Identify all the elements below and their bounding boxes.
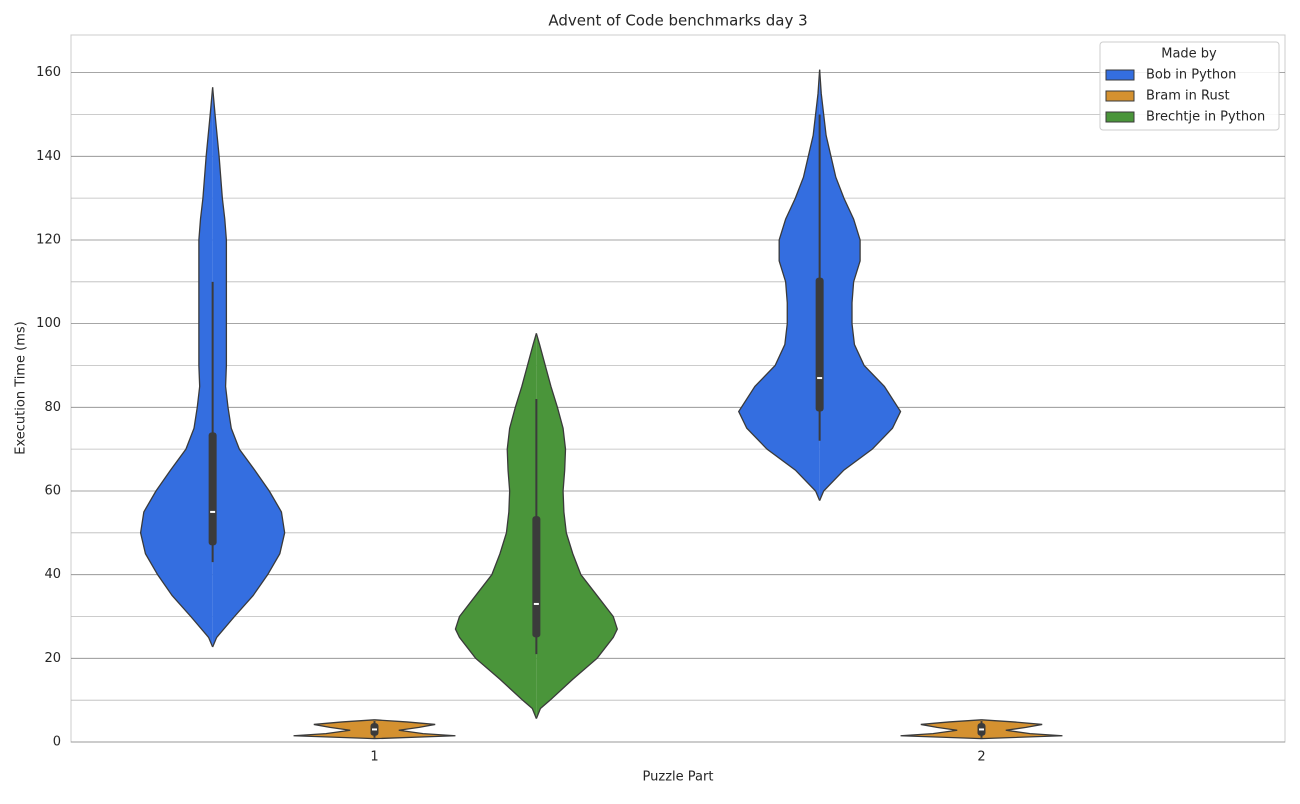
violin-half — [374, 719, 456, 740]
legend: Made by Bob in Python Bram in Rust Brechtj… — [1099, 41, 1280, 131]
legend-swatch — [1105, 111, 1135, 123]
y-tick-label: 100 — [36, 316, 61, 331]
violin-half — [737, 69, 821, 501]
chart-title: Advent of Code benchmarks day 3 — [548, 12, 807, 30]
legend-label: Bram in Rust — [1146, 89, 1230, 104]
y-tick-label: 40 — [44, 567, 61, 582]
box — [532, 516, 541, 638]
y-tick-label: 0 — [53, 735, 61, 750]
y-tick-label: 140 — [36, 149, 61, 164]
violin-half — [981, 719, 1063, 740]
legend-label: Bob in Python — [1146, 68, 1236, 83]
x-axis-label: Puzzle Part — [643, 770, 714, 785]
violin-half — [293, 719, 375, 740]
y-axis-label: Execution Time (ms) — [14, 321, 29, 454]
x-tick-label: 2 — [977, 750, 985, 765]
violin-half — [818, 69, 902, 501]
y-tick-label: 80 — [44, 400, 61, 415]
y-tick-label: 20 — [44, 651, 61, 666]
y-tick-label: 160 — [36, 65, 61, 80]
legend-swatch — [1105, 90, 1135, 102]
violin-half — [900, 719, 982, 740]
marks — [139, 69, 1063, 740]
grid — [71, 72, 1285, 743]
violin-half — [211, 87, 286, 648]
y-tick-label: 120 — [36, 232, 61, 247]
y-tick-label: 60 — [44, 483, 61, 498]
legend-label: Brechtje in Python — [1146, 110, 1265, 125]
box — [208, 432, 217, 546]
plot-area — [70, 34, 1286, 743]
box — [815, 277, 824, 412]
legend-swatch — [1105, 69, 1135, 81]
x-tick-label: 1 — [370, 750, 378, 765]
violin-half — [454, 333, 537, 719]
legend-title: Made by — [1161, 47, 1217, 62]
violin-half — [535, 333, 618, 719]
violin-half — [139, 87, 214, 648]
legend-box — [1099, 41, 1280, 131]
